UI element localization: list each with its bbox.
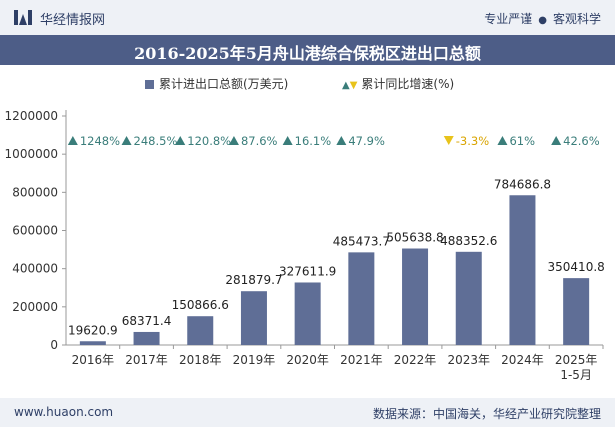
- brand-name: 华经情报网: [40, 13, 106, 28]
- bar-value-label: 281879.7: [225, 273, 282, 287]
- growth-rate-label: 87.6%: [241, 134, 278, 148]
- legend-bar-swatch: [145, 80, 154, 89]
- growth-rate-label: 42.6%: [563, 134, 600, 148]
- bar-chart: 0 200000 400000 600000 800000 1000000 1200000 1…: [5, 109, 605, 382]
- bar-value-label: 485473.7: [333, 234, 390, 248]
- bar-value-label: 327611.9: [279, 264, 336, 278]
- triangle-up-icon: ▲: [342, 80, 350, 91]
- y-tick-label: 400000: [12, 262, 58, 276]
- x-tick-label: 2023年: [447, 353, 490, 367]
- growth-up-marker: [282, 136, 293, 145]
- data-source: 数据来源：中国海关，华经产业研究院整理: [372, 407, 601, 421]
- x-tick-label: 2016年: [72, 353, 115, 367]
- y-tick-label: 600000: [12, 224, 58, 238]
- legend-growth-label: 累计同比增速(%): [361, 77, 455, 91]
- chart-title: 2016-2025年5月舟山港综合保税区进出口总额: [134, 44, 481, 63]
- growth-up-marker: [497, 136, 508, 145]
- triangle-down-icon: ▼: [349, 80, 358, 91]
- growth-up-marker: [121, 136, 132, 145]
- x-tick-label: 2018年: [179, 353, 222, 367]
- slogan: 专业严谨 ● 客观科学: [484, 10, 601, 27]
- growth-up-marker: [175, 136, 186, 145]
- bar: [187, 316, 214, 345]
- bar: [348, 252, 375, 345]
- bar: [402, 248, 429, 345]
- growth-rate-label: 120.8%: [187, 134, 231, 148]
- x-tick-label: 2022年: [394, 353, 437, 367]
- growth-rate-label: 1248%: [80, 134, 120, 148]
- bar-value-label: 19620.9: [68, 323, 118, 337]
- y-tick-label: 1000000: [5, 147, 58, 161]
- x-tick-label: 2020年: [286, 353, 329, 367]
- growth-rate-label: 16.1%: [295, 134, 332, 148]
- bar: [79, 341, 106, 345]
- growth-up-marker: [551, 136, 562, 145]
- growth-up-marker: [67, 136, 78, 145]
- slogan-left: 专业严谨: [484, 12, 533, 26]
- bar-value-label: 505638.8: [386, 231, 443, 245]
- slogan-right: 客观科学: [552, 12, 601, 26]
- bar: [294, 282, 321, 345]
- footer-bar: www.huaon.com 数据来源：中国海关，华经产业研究院整理: [0, 398, 615, 427]
- bar: [563, 278, 590, 345]
- x-tick-label: 2024年: [501, 353, 544, 367]
- legend-item-total: 累计进出口总额(万美元): [145, 75, 288, 92]
- growth-rate-label: -3.3%: [456, 134, 489, 148]
- y-tick-label: 800000: [12, 185, 58, 199]
- bar-value-label: 488352.6: [440, 234, 497, 248]
- bullet-icon: ●: [538, 15, 547, 26]
- legend-bar-label: 累计进出口总额(万美元): [159, 77, 289, 91]
- growth-down-marker: [443, 136, 454, 145]
- y-tick-label: 1200000: [5, 109, 58, 123]
- x-tick-label: 1-5月: [560, 368, 592, 382]
- x-tick-label: 2021年: [340, 353, 383, 367]
- y-tick-label: 200000: [12, 300, 58, 314]
- legend-item-growth: ▲▼ 累计同比增速(%): [342, 75, 454, 92]
- growth-rate-label: 61%: [509, 134, 535, 148]
- header-bar: 华经情报网 专业严谨 ● 客观科学: [0, 0, 615, 35]
- x-tick-label: 2025年: [555, 353, 598, 367]
- bar: [240, 291, 267, 345]
- x-tick-label: 2019年: [233, 353, 276, 367]
- brand-logo-icon: [14, 10, 32, 25]
- y-tick-label: 0: [50, 338, 58, 352]
- growth-up-marker: [228, 136, 239, 145]
- growth-rate-label: 47.9%: [348, 134, 385, 148]
- growth-rate-label: 248.5%: [134, 134, 178, 148]
- title-bar: 2016-2025年5月舟山港综合保税区进出口总额: [0, 35, 615, 65]
- bar: [509, 195, 536, 345]
- bar-value-label: 350410.8: [548, 260, 605, 274]
- site-url: www.huaon.com: [14, 405, 114, 419]
- bar-value-label: 150866.6: [172, 298, 229, 312]
- bar: [133, 331, 160, 345]
- bar-value-label: 68371.4: [122, 314, 172, 328]
- x-tick-label: 2017年: [125, 353, 168, 367]
- bar-value-label: 784686.8: [494, 177, 551, 191]
- bar: [455, 251, 482, 345]
- growth-up-marker: [336, 136, 347, 145]
